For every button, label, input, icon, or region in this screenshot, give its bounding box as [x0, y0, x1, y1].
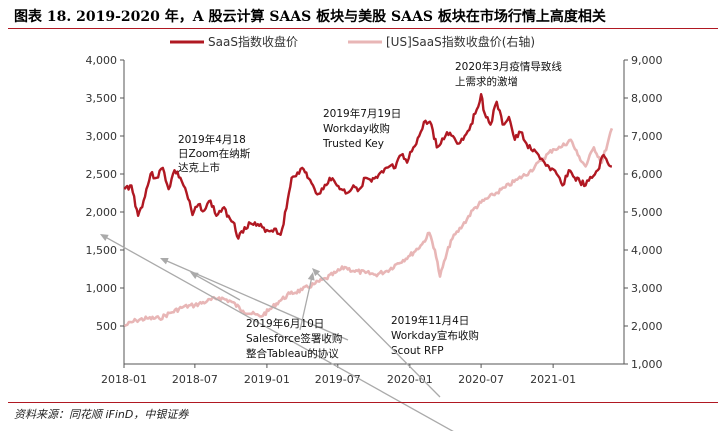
y-right-tick-label: 2,000 — [631, 320, 663, 333]
series-line-us-saas — [123, 127, 614, 328]
annotation-2-line-1: 2019年7月19日 — [323, 107, 401, 120]
annotation-1-arrow — [194, 274, 241, 301]
x-tick-label: 2020-01 — [387, 373, 433, 386]
annotation-3-line-2: 上需求的激增 — [455, 75, 518, 88]
annotation-4-line-1: 2019年6月10日 — [246, 317, 324, 330]
annotation-3-arrowhead — [100, 234, 109, 241]
x-tick-label: 2019-07 — [315, 373, 361, 386]
title-rule — [8, 28, 718, 29]
y-left-tick-label: 500 — [96, 320, 117, 333]
annotation-5-line-1: 2019年11月4日 — [391, 314, 469, 327]
y-right-tick-label: 7,000 — [631, 130, 663, 143]
y-left-tick-label: 4,000 — [86, 54, 118, 67]
y-right-tick-label: 8,000 — [631, 92, 663, 105]
annotation-3-arrow — [104, 236, 454, 431]
source-rule — [8, 402, 718, 403]
annotation-5-line-2: Workday宣布收购 — [391, 329, 479, 342]
source-note: 资料来源：同花顺 iFinD，中银证券 — [14, 408, 189, 421]
x-tick-label: 2020-07 — [458, 373, 504, 386]
y-left-tick-label: 3,000 — [86, 130, 118, 143]
y-right-tick-label: 5,000 — [631, 206, 663, 219]
annotation-5-line-3: Scout RFP — [391, 345, 444, 357]
y-right-tick-label: 6,000 — [631, 168, 663, 181]
annotation-2-arrow — [165, 259, 349, 341]
annotation-5-arrow — [315, 271, 441, 398]
y-right-tick-label: 9,000 — [631, 54, 663, 67]
y-right-tick-label: 4,000 — [631, 244, 663, 257]
y-left-tick-label: 2,500 — [86, 168, 118, 181]
figure-title: 图表 18. 2019-2020 年，A 股云计算 SAAS 板块与美股 SAA… — [14, 9, 606, 25]
annotation-1-line-3: 达克上市 — [178, 161, 220, 174]
annotation-4-line-2: Salesforce签署收购 — [246, 332, 342, 345]
annotation-5-arrowhead — [312, 268, 321, 277]
y-left-tick-label: 1,000 — [86, 282, 118, 295]
legend-label-2: [US]SaaS指数收盘价(右轴) — [386, 34, 535, 49]
x-tick-label: 2018-07 — [172, 373, 218, 386]
y-left-tick-label: 2,000 — [86, 206, 118, 219]
annotation-1-line-1: 2019年4月18 — [178, 133, 246, 146]
series-line-saas — [123, 93, 612, 240]
annotation-4-line-3: 整合Tableau的协议 — [246, 347, 339, 360]
annotation-2-line-3: Trusted Key — [322, 138, 384, 150]
annotation-2-arrowhead — [160, 257, 169, 265]
x-tick-label: 2019-01 — [244, 373, 290, 386]
x-tick-label: 2018-01 — [101, 373, 147, 386]
annotation-4-arrowhead — [307, 272, 315, 281]
y-right-tick-label: 3,000 — [631, 282, 663, 295]
y-right-tick-label: 1,000 — [631, 358, 663, 371]
y-left-tick-label: 1,500 — [86, 244, 118, 257]
annotation-3-line-1: 2020年3月疫情导致线 — [455, 60, 562, 73]
annotation-1-line-2: 日Zoom在纳斯 — [178, 147, 251, 160]
legend-label-1: SaaS指数收盘价 — [208, 34, 298, 49]
x-tick-label: 2021-01 — [530, 373, 576, 386]
annotation-4-arrow — [299, 277, 313, 331]
annotation-2-line-2: Workday收购 — [323, 122, 390, 135]
y-left-tick-label: 3,500 — [86, 92, 118, 105]
